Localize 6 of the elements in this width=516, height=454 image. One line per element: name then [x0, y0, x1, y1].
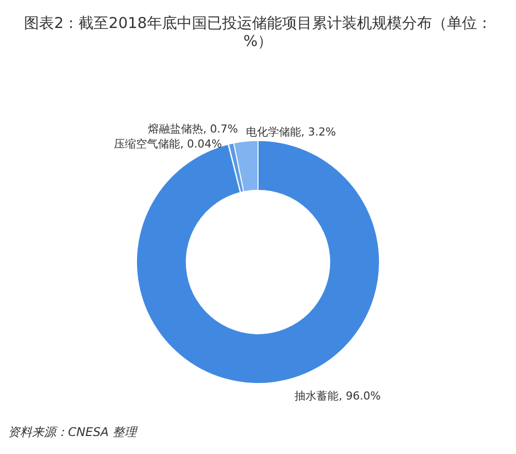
slice-label: 抽水蓄能, 96.0% — [294, 389, 381, 402]
slice-label: 压缩空气储能, 0.04% — [114, 137, 222, 150]
slice-label: 电化学储能, 3.2% — [246, 125, 336, 138]
slice-label: 熔融盐储热, 0.7% — [148, 122, 238, 136]
text: 资料来源：CNESA 整理 — [8, 424, 137, 441]
chart-title: 图表2：截至2018年底中国已投运储能项目累计装机规模分布（单位：%） — [23, 14, 493, 50]
